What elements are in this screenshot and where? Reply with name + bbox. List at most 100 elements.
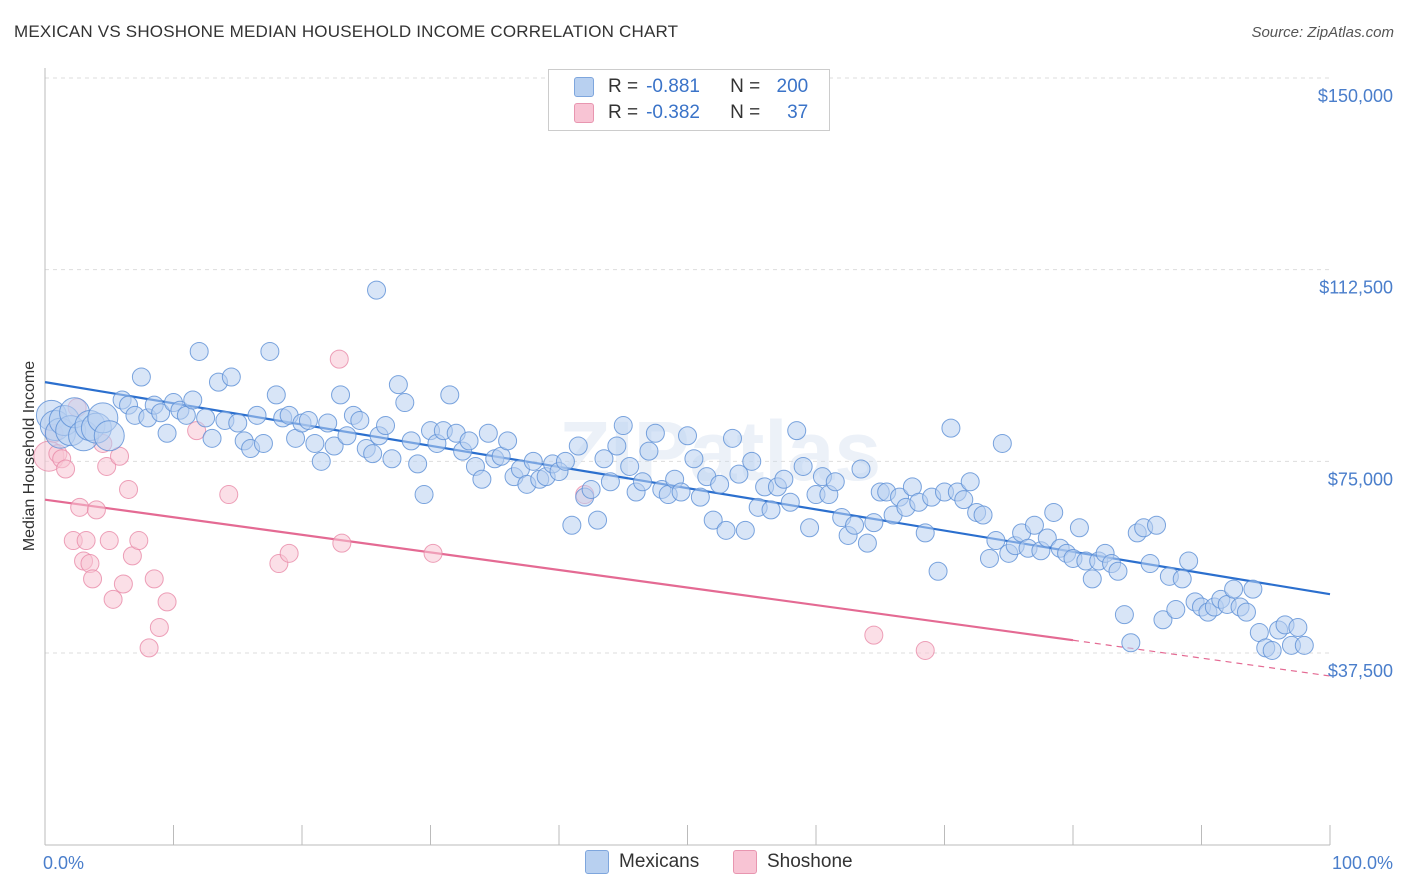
data-point bbox=[472, 469, 492, 489]
data-point bbox=[979, 548, 999, 568]
data-point bbox=[93, 420, 125, 452]
data-point bbox=[97, 456, 117, 476]
data-point bbox=[247, 405, 267, 425]
data-point bbox=[607, 436, 627, 456]
data-point bbox=[305, 433, 325, 453]
data-point bbox=[157, 592, 177, 612]
data-point bbox=[331, 385, 351, 405]
data-point bbox=[202, 428, 222, 448]
mexicans-points bbox=[35, 280, 1314, 660]
y-tick-label: $112,500 bbox=[1319, 278, 1393, 298]
data-point bbox=[703, 510, 723, 530]
data-point bbox=[992, 433, 1012, 453]
data-point bbox=[1044, 502, 1064, 522]
data-point bbox=[279, 543, 299, 563]
grid-lines bbox=[45, 77, 1330, 654]
data-point bbox=[423, 543, 443, 563]
r-label: R = bbox=[608, 76, 639, 97]
data-point bbox=[113, 574, 133, 594]
data-point bbox=[311, 451, 331, 471]
data-point bbox=[684, 449, 704, 469]
data-point bbox=[329, 349, 349, 369]
data-point bbox=[600, 472, 620, 492]
data-point bbox=[1166, 600, 1186, 620]
mexicans-swatch bbox=[574, 77, 594, 97]
data-point bbox=[613, 416, 633, 436]
data-point bbox=[568, 436, 588, 456]
data-point bbox=[954, 490, 974, 510]
legend-label-mexicans: Mexicans bbox=[619, 851, 700, 872]
y-tick-label: $37,500 bbox=[1328, 661, 1393, 681]
legend-item-mexicans: Mexicans bbox=[585, 850, 699, 874]
data-point bbox=[678, 426, 697, 446]
data-point bbox=[363, 444, 383, 464]
data-point bbox=[1108, 561, 1128, 581]
data-point bbox=[151, 403, 171, 423]
data-point bbox=[722, 428, 742, 448]
series-legend: Mexicans Shoshone bbox=[0, 850, 1406, 878]
data-point bbox=[941, 418, 961, 438]
trend-line bbox=[44, 498, 1074, 642]
data-point bbox=[350, 410, 370, 430]
data-point bbox=[189, 341, 209, 361]
data-point bbox=[729, 464, 749, 484]
data-point bbox=[324, 436, 344, 456]
data-point bbox=[588, 510, 608, 530]
data-point bbox=[1288, 617, 1308, 637]
data-point bbox=[780, 492, 800, 512]
shoshone-swatch bbox=[574, 103, 594, 123]
legend-row-mexicans: R = -0.881 N = 200 bbox=[549, 74, 808, 100]
data-point bbox=[337, 426, 357, 446]
data-point bbox=[928, 561, 948, 581]
data-point bbox=[800, 518, 820, 538]
data-point bbox=[774, 469, 794, 489]
data-point bbox=[478, 423, 498, 443]
data-point bbox=[639, 441, 659, 461]
data-point bbox=[408, 454, 428, 474]
data-point bbox=[498, 431, 518, 451]
data-point bbox=[83, 569, 103, 589]
data-point bbox=[973, 505, 993, 525]
axes bbox=[44, 68, 1331, 846]
shoshone-legend-swatch bbox=[733, 850, 757, 874]
data-point bbox=[710, 474, 730, 494]
data-point bbox=[70, 497, 90, 517]
data-point bbox=[620, 456, 640, 476]
data-point bbox=[376, 416, 396, 436]
x-tick-label-min: 0.0% bbox=[43, 853, 84, 873]
data-point bbox=[221, 367, 241, 387]
y-tick-label: $150,000 bbox=[1318, 86, 1393, 106]
legend-item-shoshone: Shoshone bbox=[733, 850, 853, 874]
data-point bbox=[395, 393, 415, 413]
data-point bbox=[845, 515, 865, 535]
data-point bbox=[1243, 579, 1263, 599]
data-point bbox=[183, 390, 203, 410]
data-point bbox=[1294, 635, 1314, 655]
data-point bbox=[103, 589, 123, 609]
data-point bbox=[645, 423, 665, 443]
data-point bbox=[144, 569, 164, 589]
legend-label-shoshone: Shoshone bbox=[767, 851, 853, 872]
mexicans-legend-swatch bbox=[585, 850, 609, 874]
data-point bbox=[1114, 605, 1134, 625]
data-point bbox=[742, 451, 762, 471]
x-tick-label-max: 100.0% bbox=[1332, 853, 1393, 873]
r-value: -0.382 bbox=[646, 102, 700, 123]
data-point bbox=[459, 431, 479, 451]
data-point bbox=[1236, 602, 1256, 622]
data-point bbox=[260, 341, 280, 361]
data-point bbox=[129, 531, 149, 551]
y-tick-label: $75,000 bbox=[1328, 469, 1393, 489]
data-point bbox=[864, 625, 884, 645]
data-point bbox=[1140, 554, 1160, 574]
data-point bbox=[1147, 515, 1167, 535]
x-tick-labels: 0.0% 100.0% bbox=[43, 853, 1393, 873]
data-point bbox=[86, 500, 106, 520]
data-point bbox=[149, 617, 169, 637]
data-point bbox=[1037, 528, 1057, 548]
data-point bbox=[1224, 579, 1244, 599]
data-point bbox=[1179, 551, 1199, 571]
data-point bbox=[671, 482, 691, 502]
r-label: R = bbox=[608, 102, 639, 123]
